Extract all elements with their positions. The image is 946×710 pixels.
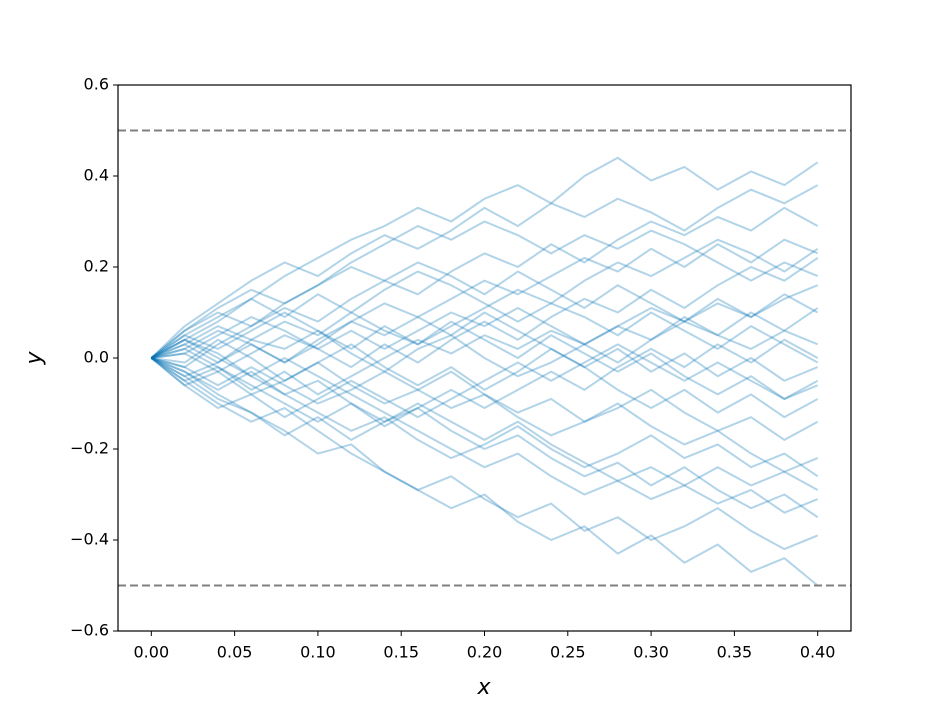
y-tick-label: 0.2 — [84, 257, 109, 276]
series-line — [150, 184, 819, 359]
x-tick-label: 0.35 — [717, 643, 753, 662]
series-line — [150, 316, 819, 378]
x-tick-label: 0.00 — [134, 643, 170, 662]
series-line — [150, 156, 819, 359]
series-line — [150, 357, 819, 551]
series-line — [151, 338, 819, 428]
series-line — [150, 220, 819, 359]
x-tick-label: 0.25 — [550, 643, 586, 662]
series-line — [150, 238, 819, 359]
series-line — [150, 343, 819, 419]
x-tick-label: 0.15 — [383, 643, 419, 662]
series-line — [150, 338, 819, 501]
series-line — [151, 284, 819, 359]
x-tick-label: 0.40 — [800, 643, 836, 662]
series-line — [150, 357, 819, 441]
series-line — [150, 270, 819, 364]
y-tick-label: 0.4 — [84, 166, 109, 185]
series-line — [151, 257, 819, 373]
series-line — [150, 311, 819, 400]
x-tick-label: 0.20 — [467, 643, 503, 662]
series-line — [151, 206, 819, 369]
y-tick-label: −0.2 — [70, 439, 109, 458]
plot-area — [118, 129, 851, 587]
series-line — [151, 302, 819, 382]
series-line — [151, 357, 819, 473]
y-tick-label: −0.6 — [70, 621, 109, 640]
y-tick-label: 0.6 — [84, 75, 109, 94]
series-line — [150, 238, 819, 378]
y-axis-label: y — [22, 351, 47, 366]
series-line — [150, 357, 819, 587]
series-line — [150, 357, 819, 514]
x-tick-label: 0.10 — [300, 643, 336, 662]
x-tick-label: 0.30 — [633, 643, 669, 662]
y-tick-label: 0.0 — [84, 348, 109, 367]
series-line — [151, 338, 819, 419]
series-line — [150, 307, 819, 396]
x-axis-label: x — [476, 675, 491, 700]
series-line — [150, 261, 819, 359]
y-tick-label: −0.4 — [70, 530, 109, 549]
series-line — [150, 338, 819, 519]
x-tick-label: 0.05 — [217, 643, 253, 662]
series-line — [150, 357, 819, 478]
